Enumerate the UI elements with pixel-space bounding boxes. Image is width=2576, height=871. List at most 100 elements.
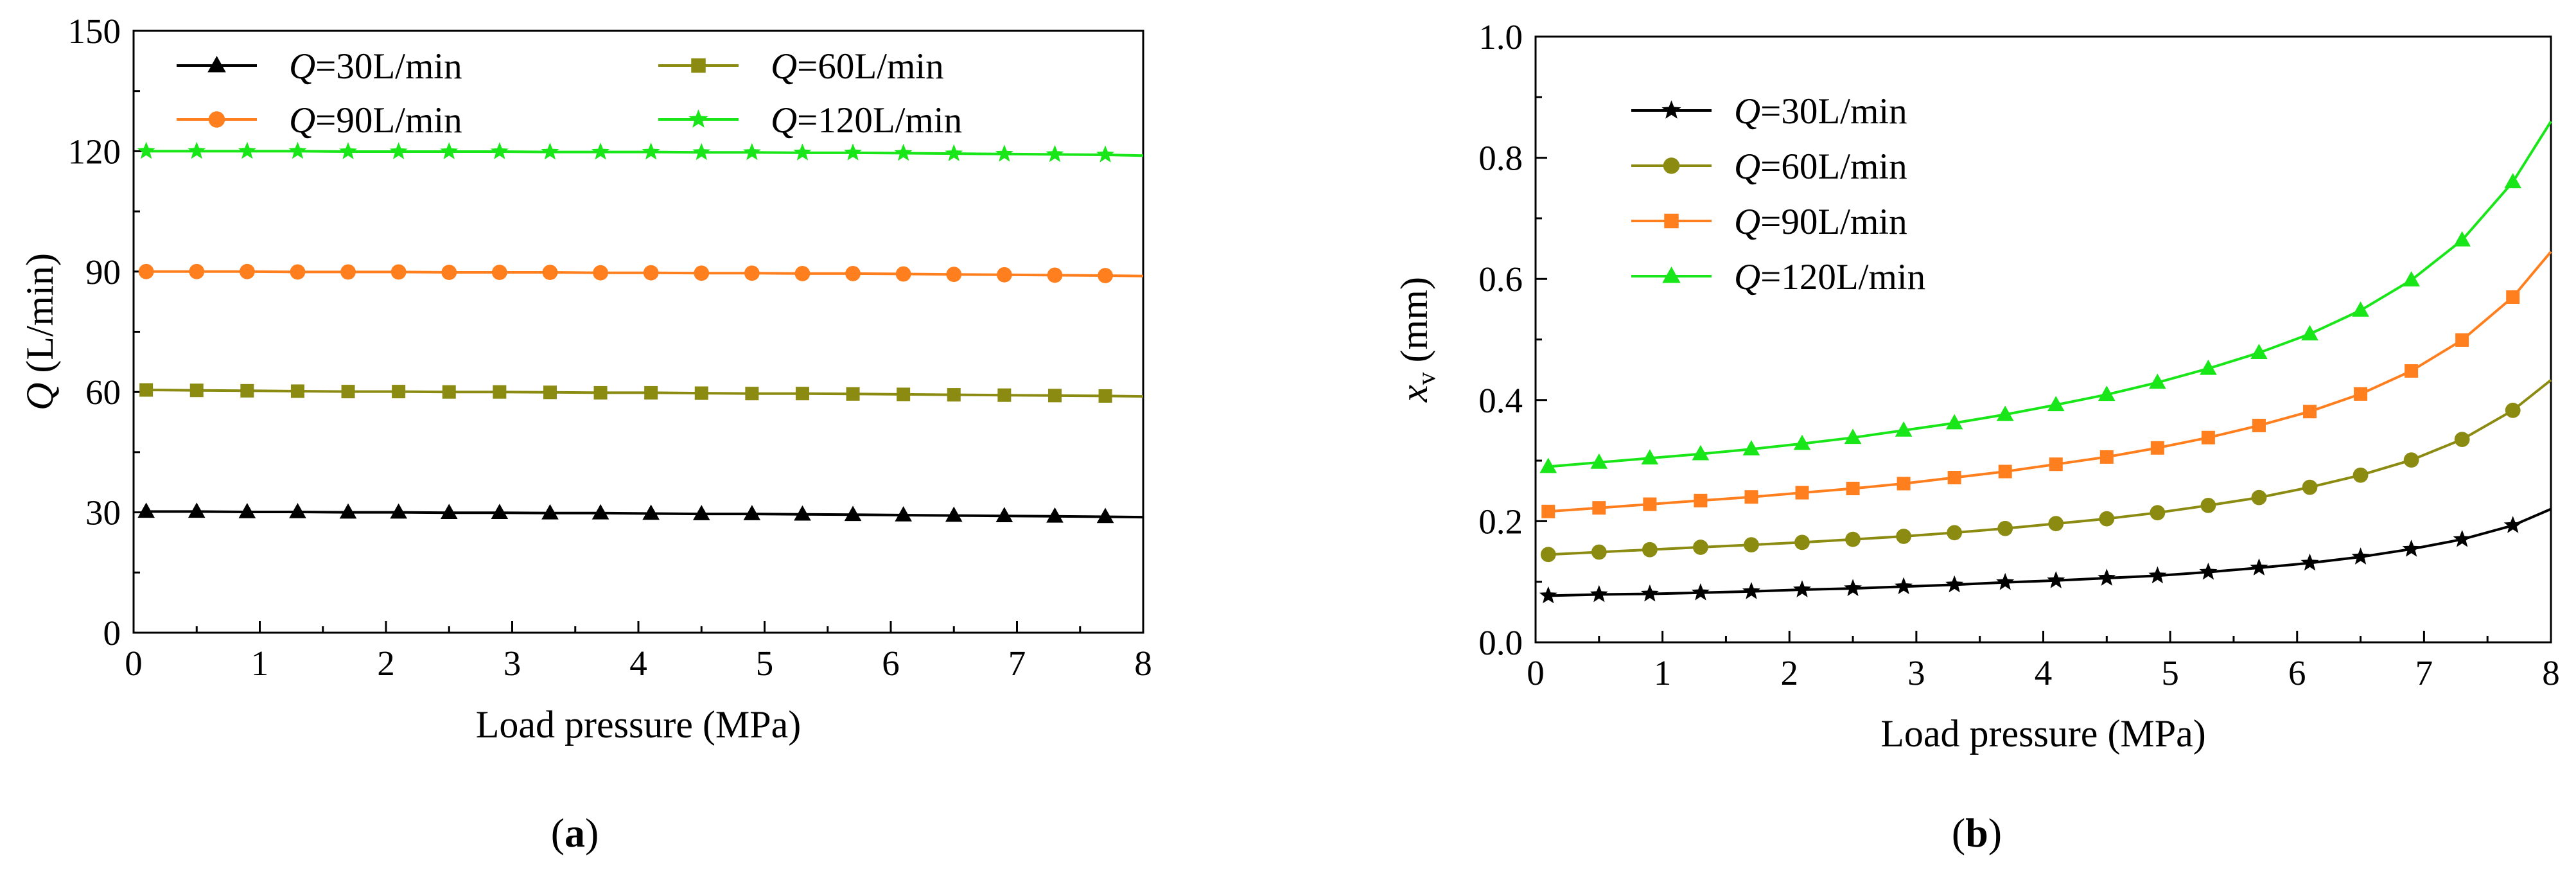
y-axis-label: xv (mm) [1393, 277, 1441, 403]
x-tick-label: 7 [2415, 653, 2433, 692]
data-point [1047, 389, 1062, 403]
data-point [2099, 450, 2114, 464]
data-point [491, 504, 509, 520]
data-point [2150, 441, 2164, 455]
data-point [996, 267, 1012, 283]
data-point [1541, 504, 1555, 518]
data-point [188, 502, 206, 518]
legend-item: Q=120L/min [658, 100, 962, 141]
data-point [390, 264, 407, 280]
y-tick-label: 30 [85, 493, 121, 532]
x-tick-label: 4 [2035, 653, 2053, 692]
data-point [2098, 385, 2116, 401]
plot-frame [132, 30, 1144, 634]
data-point [1947, 471, 1961, 485]
data-point [340, 264, 356, 280]
data-point [2354, 387, 2368, 401]
data-point [2453, 530, 2471, 547]
y-tick-label: 0.8 [1478, 139, 1523, 178]
data-point [490, 142, 509, 159]
data-point [997, 388, 1012, 402]
data-point [2199, 562, 2218, 580]
data-point [1947, 525, 1963, 541]
data-point [541, 142, 559, 160]
data-point [2300, 553, 2319, 571]
y-axis-label: Q (L/min) [19, 253, 61, 410]
x-tick-label: 8 [1134, 644, 1152, 683]
x-axis-label: Load pressure (MPa) [476, 703, 802, 746]
data-point [894, 143, 913, 161]
data-point [137, 141, 155, 159]
series-1 [1539, 507, 2552, 604]
data-point [188, 141, 206, 159]
y-tick-label: 150 [68, 12, 121, 51]
y-tick-label: 0 [103, 613, 121, 653]
data-point [2252, 418, 2266, 432]
data-point [995, 145, 1013, 162]
data-point [946, 267, 962, 283]
data-point [1590, 585, 1608, 603]
data-point [742, 143, 761, 161]
series-4 [1539, 120, 2552, 473]
x-tick-label: 5 [2161, 653, 2179, 692]
data-point [642, 142, 660, 160]
data-point [1997, 520, 2013, 536]
data-point [593, 265, 608, 281]
data-point [642, 504, 660, 520]
legend-label: Q=90L/min [1734, 202, 1907, 242]
data-point [1795, 486, 1809, 500]
data-point [1098, 268, 1113, 283]
data-point [2250, 344, 2268, 360]
legend-marker [208, 111, 225, 128]
data-point [1540, 547, 1556, 563]
data-point [240, 383, 254, 398]
data-point [1096, 507, 1114, 523]
data-point [1744, 537, 1759, 553]
legend-marker [1662, 267, 1681, 283]
data-point [543, 385, 557, 400]
y-tick-label: 0.6 [1478, 260, 1523, 299]
y-tick-label: 0.4 [1478, 381, 1523, 420]
data-point [2403, 452, 2419, 468]
data-point [2150, 505, 2166, 521]
data-point [692, 143, 711, 161]
legend-label: Q=120L/min [1734, 257, 1925, 297]
data-point [945, 506, 963, 522]
series-line [1548, 251, 2552, 513]
data-point [2403, 271, 2420, 286]
x-tick-label: 0 [1527, 653, 1545, 692]
data-point [1096, 145, 1114, 163]
y-tick-label: 90 [85, 252, 121, 292]
data-point [1692, 444, 1710, 461]
legend-label: Q=120L/min [771, 100, 962, 141]
panel-label-b: (b) [1952, 810, 2002, 856]
x-tick-label: 7 [1008, 644, 1026, 683]
data-point [139, 383, 153, 397]
data-point [694, 386, 708, 400]
data-point [238, 141, 256, 159]
series-1 [137, 502, 1144, 523]
series-2 [1540, 379, 2552, 563]
legend-label: Q=30L/min [289, 46, 462, 87]
legend-label: Q=60L/min [1734, 146, 1907, 187]
data-point [1643, 497, 1657, 511]
data-point [643, 265, 659, 281]
x-tick-label: 6 [2288, 653, 2306, 692]
data-point [845, 266, 861, 281]
data-point [995, 507, 1013, 523]
data-point [794, 505, 811, 521]
x-tick-label: 1 [251, 644, 269, 683]
data-point [591, 142, 609, 160]
data-point [290, 264, 306, 280]
x-tick-label: 2 [377, 644, 395, 683]
series-3 [1541, 251, 2552, 518]
data-point [1793, 580, 1811, 597]
legend-marker [1664, 213, 1679, 229]
data-point [2454, 432, 2470, 447]
legend-item: Q=90L/min [177, 100, 462, 141]
data-point [1895, 421, 1913, 437]
data-point [288, 141, 307, 159]
data-point [390, 503, 407, 519]
data-point [1844, 579, 1862, 596]
